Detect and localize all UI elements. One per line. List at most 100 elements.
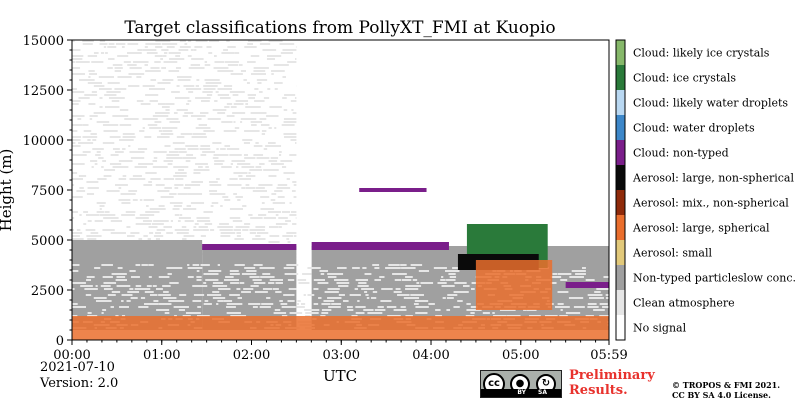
heatmap-cell [173, 306, 189, 308]
heatmap-cell [405, 276, 413, 278]
heatmap-cell [115, 279, 128, 281]
heatmap-cell [72, 196, 83, 198]
heatmap-cell [72, 154, 87, 156]
heatmap-cell [245, 187, 256, 189]
heatmap-cell [327, 297, 342, 299]
heatmap-cell [166, 267, 183, 269]
colorbar-label: Aerosol: small [632, 247, 712, 260]
heatmap-cell [161, 43, 178, 45]
heatmap-cell [72, 40, 75, 42]
heatmap-cell [355, 312, 365, 314]
heatmap-cell [416, 282, 420, 284]
heatmap-cell [212, 285, 228, 287]
heatmap-cell [171, 91, 180, 93]
heatmap-region [475, 260, 553, 310]
heatmap-cell [101, 166, 104, 168]
heatmap-cell [605, 297, 609, 299]
heatmap-cell [317, 282, 329, 284]
heatmap-cell [253, 154, 264, 156]
heatmap-cell [90, 232, 99, 234]
heatmap-cell [236, 235, 241, 237]
heatmap-cell [146, 52, 158, 54]
heatmap-cell [178, 151, 187, 153]
x-axis-label: UTC [323, 367, 357, 385]
heatmap-cell [287, 300, 295, 302]
heatmap-cell [233, 193, 237, 195]
heatmap-cell [280, 52, 293, 54]
heatmap-cell [224, 61, 239, 63]
heatmap-cell [260, 196, 270, 198]
heatmap-cell [145, 172, 157, 174]
heatmap-cell [106, 91, 121, 93]
heatmap-cell [380, 300, 392, 302]
heatmap-cell [82, 136, 98, 138]
y-tick-label: 15000 [23, 34, 64, 49]
heatmap-cell [279, 43, 295, 45]
heatmap-cell [221, 52, 235, 54]
heatmap-cell [374, 267, 380, 269]
heatmap-cell [149, 127, 162, 129]
heatmap-cell [149, 232, 154, 234]
heatmap-cell [181, 226, 187, 228]
heatmap-cell [190, 115, 206, 117]
heatmap-cell [157, 136, 170, 138]
heatmap-cell [243, 288, 254, 290]
heatmap-cell [374, 309, 386, 311]
heatmap-cell [244, 130, 260, 132]
heatmap-cell [261, 130, 267, 132]
heatmap-cell [194, 46, 203, 48]
heatmap-cell [249, 169, 263, 171]
heatmap-cell [176, 232, 189, 234]
heatmap-cell [327, 288, 340, 290]
heatmap-cell [250, 217, 263, 219]
heatmap-cell [146, 285, 152, 287]
heatmap-cell [105, 52, 108, 54]
heatmap-cell [102, 309, 107, 311]
heatmap-cell [174, 229, 190, 231]
heatmap-cell [72, 282, 86, 284]
heatmap-cell [110, 232, 126, 234]
heatmap-cell [281, 211, 291, 213]
heatmap-cell [311, 242, 449, 250]
heatmap-cell [415, 306, 429, 308]
heatmap-cell [72, 103, 79, 105]
y-tick-label: 5000 [31, 234, 64, 249]
heatmap-cell [283, 294, 295, 296]
heatmap-cell [196, 270, 200, 272]
heatmap-cell [83, 130, 92, 132]
heatmap-cell [161, 127, 178, 129]
heatmap-cell [212, 142, 222, 144]
heatmap-cell [129, 288, 134, 290]
heatmap-cell [195, 40, 208, 42]
heatmap-cell [386, 306, 397, 308]
heatmap-cell [213, 154, 229, 156]
heatmap-region [359, 188, 427, 192]
heatmap-cell [260, 124, 270, 126]
heatmap-cell [184, 220, 194, 222]
heatmap-cell [91, 61, 104, 63]
heatmap-cell [122, 133, 135, 135]
heatmap-cell [320, 273, 325, 275]
heatmap-cell [185, 184, 201, 186]
heatmap-cell [236, 166, 239, 168]
colorbar-label: No signal [633, 322, 687, 335]
heatmap-cell [593, 309, 605, 311]
heatmap-cell [179, 294, 187, 296]
heatmap-cell [259, 306, 271, 308]
heatmap-cell [176, 85, 180, 87]
heatmap-cell [242, 229, 249, 231]
heatmap-cell [226, 115, 235, 117]
heatmap-cell [286, 264, 299, 266]
heatmap-cell [129, 178, 146, 180]
heatmap-cell [208, 181, 218, 183]
heatmap-cell [266, 297, 271, 299]
heatmap-cell [112, 166, 129, 168]
heatmap-cell [185, 88, 202, 90]
heatmap-cell [190, 64, 201, 66]
heatmap-cell [178, 169, 185, 171]
heatmap-cell [565, 282, 609, 288]
heatmap-cell [281, 166, 287, 168]
heatmap-cell [108, 97, 125, 99]
heatmap-cell [204, 300, 209, 302]
heatmap-cell [163, 297, 177, 299]
